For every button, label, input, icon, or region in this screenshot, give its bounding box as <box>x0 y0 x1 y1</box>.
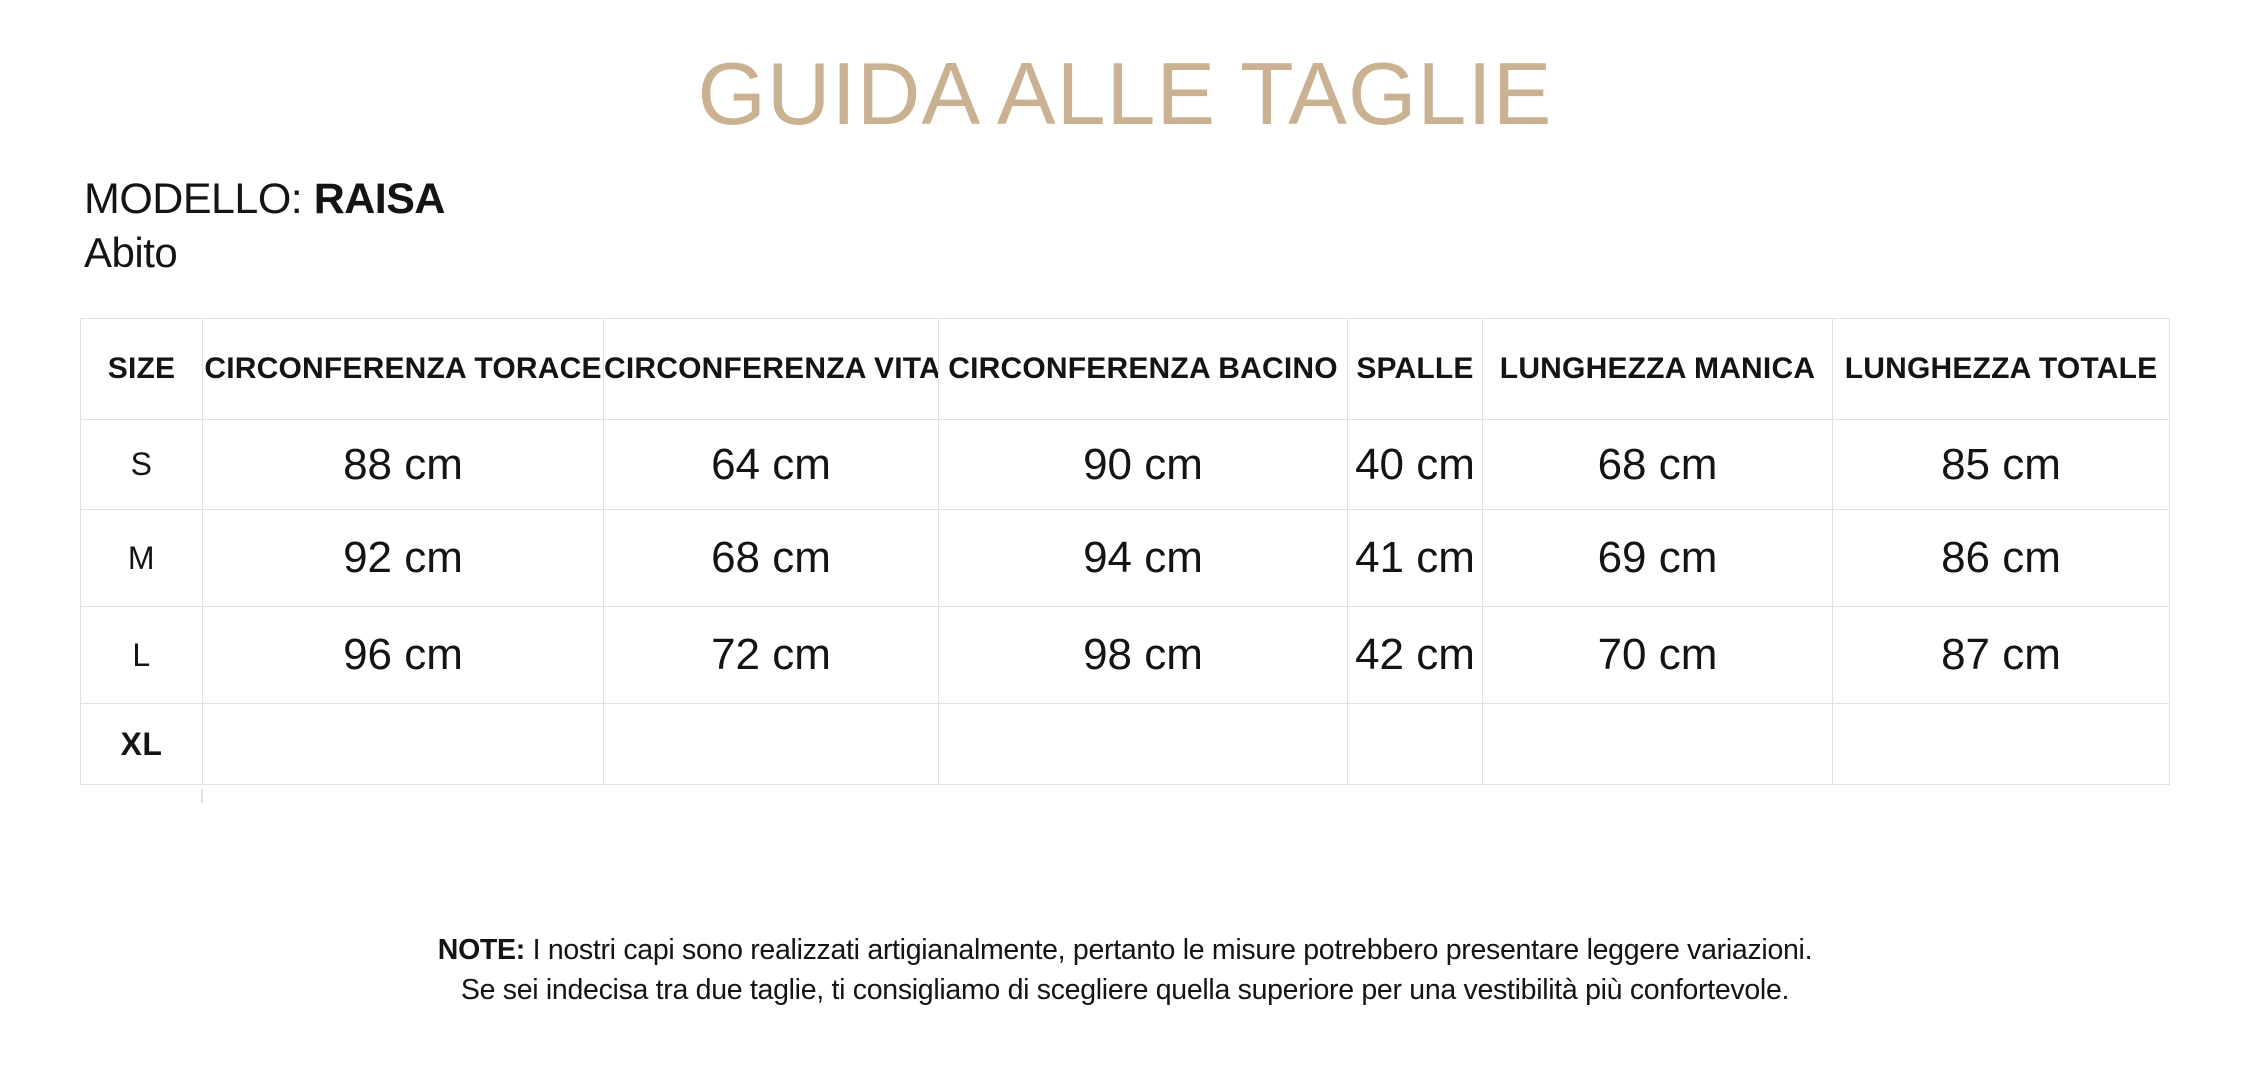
measurement-cell: 88 cm <box>202 419 604 510</box>
measurement-cell: 72 cm <box>603 606 939 704</box>
measurement-cell: 87 cm <box>1832 606 2170 704</box>
size-label: S <box>80 419 203 510</box>
measurement-cell <box>1482 703 1833 785</box>
table-row-xl: XL <box>80 703 2170 785</box>
column-header-totale: LUNGHEZZA TOTALE <box>1832 318 2170 420</box>
note-label: NOTE: <box>437 934 525 966</box>
column-header-manica: LUNGHEZZA MANICA <box>1482 318 1833 420</box>
measurement-cell <box>1347 703 1483 785</box>
table-column-divider-tail <box>201 789 203 803</box>
measurement-cell <box>202 703 604 785</box>
measurement-cell: 94 cm <box>938 509 1348 607</box>
column-header-spalle: SPALLE <box>1347 318 1483 420</box>
note-line-1: NOTE: I nostri capi sono realizzati arti… <box>0 930 2250 970</box>
size-table-header-row: SIZE CIRCONFERENZA TORACE CIRCONFERENZA … <box>80 318 2170 420</box>
measurement-cell <box>938 703 1348 785</box>
model-block: MODELLO: RAISA Abito <box>84 172 445 280</box>
measurement-cell <box>603 703 939 785</box>
measurement-cell: 64 cm <box>603 419 939 510</box>
note-text-1: I nostri capi sono realizzati artigianal… <box>532 934 1813 966</box>
size-label: L <box>80 606 203 704</box>
note-line-2: Se sei indecisa tra due taglie, ti consi… <box>460 974 1790 1006</box>
size-table: SIZE CIRCONFERENZA TORACE CIRCONFERENZA … <box>80 318 2170 785</box>
measurement-cell: 98 cm <box>938 606 1348 704</box>
measurement-cell: 68 cm <box>603 509 939 607</box>
measurement-cell: 70 cm <box>1482 606 1833 704</box>
model-label: MODELLO: <box>84 175 303 223</box>
measurement-cell: 42 cm <box>1347 606 1483 704</box>
measurement-cell: 86 cm <box>1832 509 2170 607</box>
model-line: MODELLO: RAISA <box>84 172 445 226</box>
measurement-cell: 69 cm <box>1482 509 1833 607</box>
table-row-s: S 88 cm 64 cm 90 cm 40 cm 68 cm 85 cm <box>80 419 2170 510</box>
table-row-l: L 96 cm 72 cm 98 cm 42 cm 70 cm 87 cm <box>80 606 2170 704</box>
column-header-vita: CIRCONFERENZA VITA <box>603 318 939 420</box>
column-header-size: SIZE <box>80 318 203 420</box>
page-title: GUIDA ALLE TAGLIE <box>697 44 1553 143</box>
size-label: XL <box>80 703 203 785</box>
model-name: RAISA <box>313 175 446 223</box>
column-header-bacino: CIRCONFERENZA BACINO <box>938 318 1348 420</box>
size-label: M <box>80 509 203 607</box>
measurement-cell: 92 cm <box>202 509 604 607</box>
table-row-m: M 92 cm 68 cm 94 cm 41 cm 69 cm 86 cm <box>80 509 2170 607</box>
measurement-cell <box>1832 703 2170 785</box>
measurement-cell: 90 cm <box>938 419 1348 510</box>
measurement-cell: 40 cm <box>1347 419 1483 510</box>
garment-type: Abito <box>84 229 178 276</box>
column-header-torace: CIRCONFERENZA TORACE <box>202 318 604 420</box>
measurement-cell: 41 cm <box>1347 509 1483 607</box>
note-block: NOTE: I nostri capi sono realizzati arti… <box>0 930 2250 1010</box>
measurement-cell: 68 cm <box>1482 419 1833 510</box>
measurement-cell: 85 cm <box>1832 419 2170 510</box>
measurement-cell: 96 cm <box>202 606 604 704</box>
